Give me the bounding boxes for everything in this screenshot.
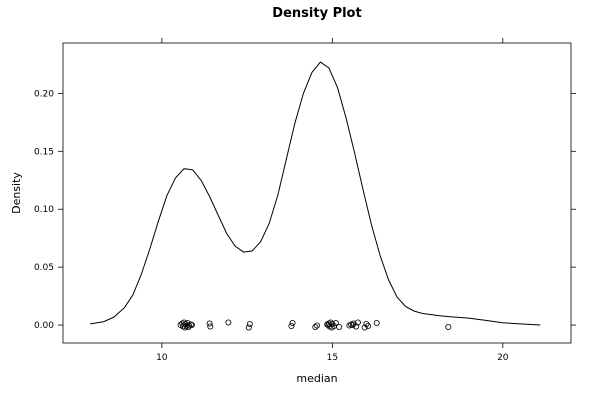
rug-point	[206, 320, 213, 327]
rug-point	[332, 319, 339, 326]
y-tick-label: 0.15	[34, 147, 54, 157]
rug-point	[289, 319, 296, 326]
x-tick-label: 15	[327, 353, 338, 363]
rug-point	[288, 322, 295, 329]
rug-point	[336, 323, 343, 330]
rug-point	[361, 324, 368, 331]
rug-point	[313, 322, 320, 329]
chart-title: Density Plot	[272, 6, 361, 21]
rug-point	[188, 321, 195, 328]
rug-point	[225, 319, 232, 326]
plot-panel	[62, 42, 572, 344]
rug-point	[353, 323, 360, 330]
rug-point	[245, 324, 252, 331]
axis-ticks: 10 15 20 0.00 0.05 0.10 0.15 0.20	[34, 38, 576, 363]
rug-points	[177, 319, 452, 331]
rug-point	[207, 323, 214, 330]
rug-point	[363, 320, 370, 327]
y-tick-label: 0.00	[34, 321, 54, 331]
rug-point	[365, 322, 372, 329]
rug-point	[329, 320, 336, 327]
rug-point	[354, 319, 361, 326]
x-tick-label: 10	[156, 353, 168, 363]
x-tick-label: 20	[497, 353, 509, 363]
y-axis-label: Density	[10, 172, 23, 214]
y-tick-label: 0.05	[34, 263, 54, 273]
rug-point	[445, 323, 452, 330]
density-curve	[90, 61, 541, 326]
y-tick-label: 0.10	[34, 205, 54, 215]
rug-point	[373, 319, 380, 326]
y-tick-label: 0.20	[34, 89, 54, 99]
rug-point	[246, 320, 253, 327]
x-axis-label: median	[296, 372, 337, 385]
rug-point	[312, 323, 319, 330]
